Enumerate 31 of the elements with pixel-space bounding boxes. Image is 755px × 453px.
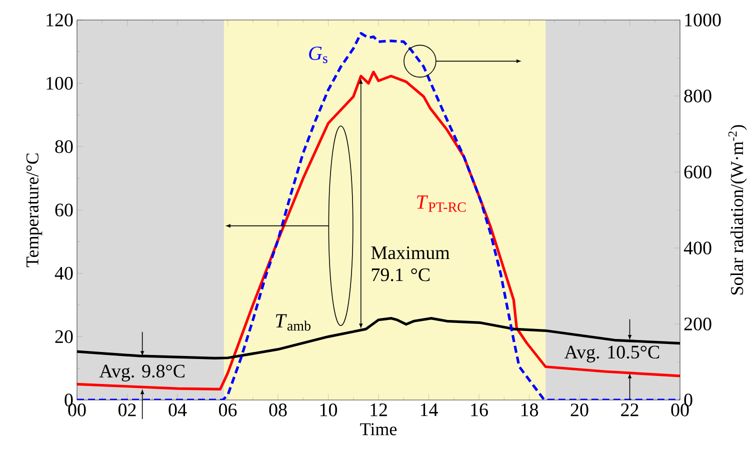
y-tick-label: 120 xyxy=(46,14,73,26)
y2-tick-label: 600 xyxy=(684,166,712,178)
y2-tick-label: 400 xyxy=(684,242,712,254)
series-label: T$_{amb}$ xyxy=(276,314,311,331)
y2-axis-title: Solar radiation/(W·m$^{-2}$) xyxy=(728,125,747,295)
y2-tick-label: 800 xyxy=(684,90,712,102)
x-tick-label: 18 xyxy=(521,404,538,416)
x-tick-label: 04 xyxy=(168,404,187,416)
x-tick-label: 02 xyxy=(118,404,136,416)
y2-tick-label: 200 xyxy=(684,318,712,330)
x-tick-label: 06 xyxy=(218,404,237,416)
y-tick-label: 100 xyxy=(46,76,73,90)
annotation: Avg. 10.5°C xyxy=(564,346,660,362)
x-axis-title: Time xyxy=(360,423,397,436)
x-tick-label: 22 xyxy=(621,404,638,416)
x-tick-label: 14 xyxy=(420,404,438,416)
x-tick-label: 10 xyxy=(320,404,338,416)
x-tick-label: 08 xyxy=(269,404,287,416)
x-tick-label: 12 xyxy=(370,404,387,416)
series-label: G$_{s}$ xyxy=(309,46,328,64)
annotation: Avg. 9.8°C xyxy=(99,364,184,382)
y-tick-label: 40 xyxy=(54,266,73,280)
y2-tick-label: 1000 xyxy=(685,14,721,26)
y-tick-label: 60 xyxy=(55,204,73,216)
y-tick-label: 80 xyxy=(55,140,73,154)
annotation: Maximum 79.1 °C xyxy=(371,246,450,282)
x-tick-label: 16 xyxy=(471,404,488,416)
series-label: T$_{PT-RC}$ xyxy=(417,196,466,212)
x-tick-label: 20 xyxy=(570,404,588,416)
y-tick-label: 20 xyxy=(55,330,73,344)
y-axis-title: Temperature/°C xyxy=(26,154,42,268)
